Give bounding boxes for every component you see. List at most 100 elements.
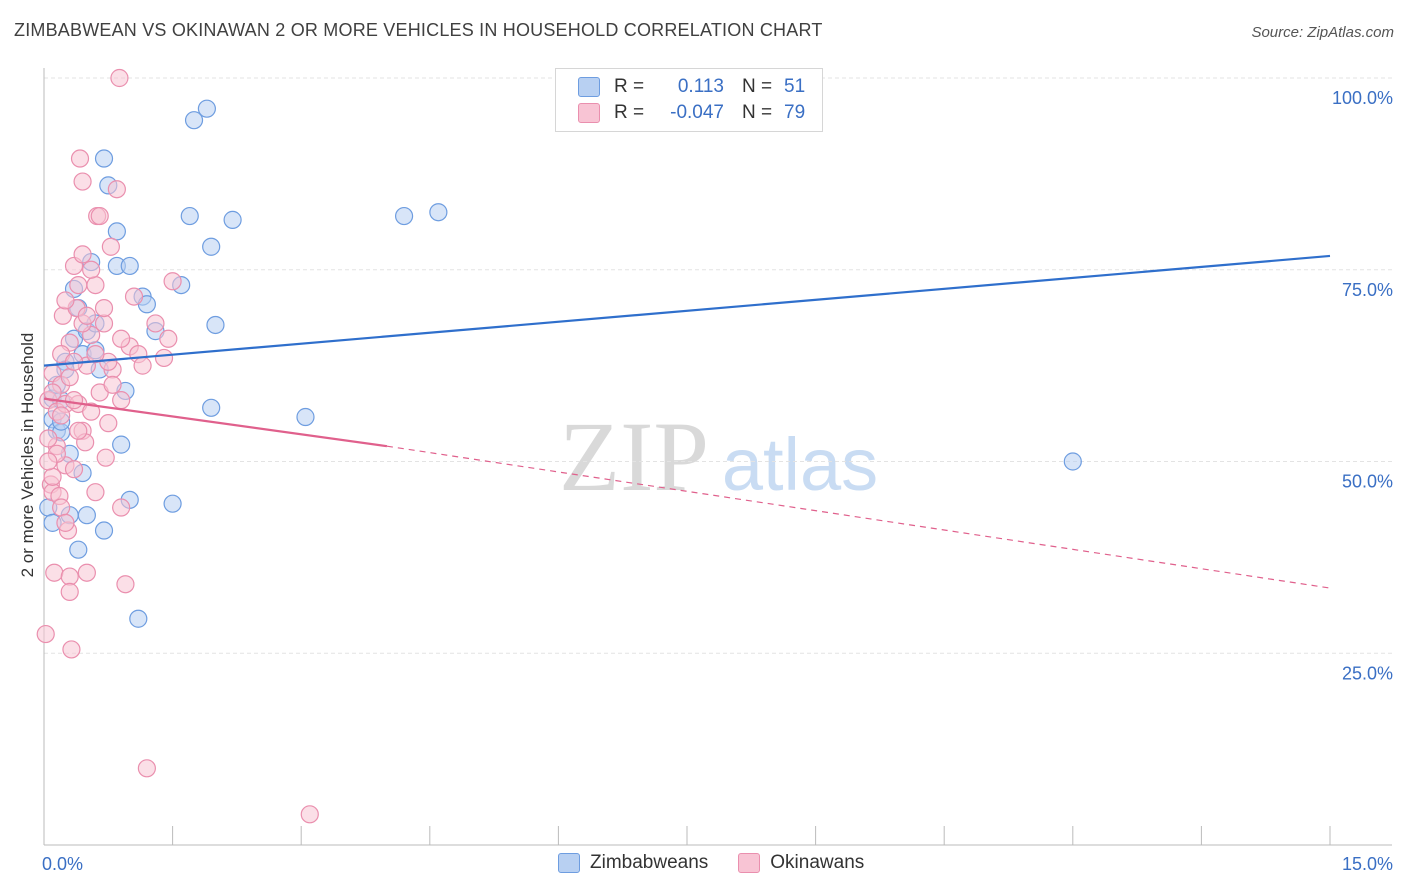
series-legend-okinawans[interactable]: Okinawans — [738, 852, 864, 874]
data-point — [94, 521, 114, 540]
data-point — [112, 391, 131, 410]
data-point — [52, 498, 71, 517]
x-tick-label: 0.0% — [42, 854, 83, 874]
data-point — [110, 68, 129, 88]
trend-line-okinawans-dashed — [386, 445, 1331, 589]
series-zimbabweans — [39, 99, 1082, 628]
data-point — [69, 275, 88, 295]
data-point — [107, 180, 126, 199]
data-point — [77, 506, 96, 525]
data-point — [96, 448, 115, 467]
watermark-zip: ZIP — [559, 401, 709, 512]
data-point — [60, 368, 79, 387]
data-point — [82, 402, 101, 421]
legend-n-label: N = — [742, 102, 773, 123]
data-point — [77, 306, 96, 325]
series-legend-zimbabweans[interactable]: Zimbabweans — [558, 852, 708, 874]
stats-legend: R = 0.113 N = 51 R = -0.047 N = 79 — [555, 68, 823, 132]
data-point — [82, 260, 101, 279]
data-point — [112, 498, 131, 517]
data-point — [146, 314, 165, 333]
series-label-okinawans: Okinawans — [770, 852, 865, 873]
data-point — [73, 245, 92, 264]
data-point — [86, 483, 105, 502]
data-point — [300, 805, 319, 824]
data-point — [52, 406, 71, 425]
x-tick-label: 15.0% — [1342, 854, 1393, 874]
data-point — [137, 759, 156, 778]
y-tick-label: 25.0% — [1342, 663, 1393, 683]
legend-n-value: 51 — [784, 76, 806, 97]
y-tick-label: 75.0% — [1342, 280, 1393, 300]
y-tick-label: 50.0% — [1342, 472, 1393, 492]
legend-n-value: 79 — [784, 102, 806, 123]
legend-row-zimbabweans: R = 0.113 N = 51 — [578, 74, 805, 100]
data-point — [184, 111, 204, 130]
data-point — [43, 467, 62, 486]
data-point — [120, 256, 139, 276]
data-point — [394, 206, 414, 226]
watermark-atlas: atlas — [722, 423, 878, 506]
data-point — [223, 210, 242, 229]
data-point — [180, 206, 199, 226]
legend-r-label: R = — [614, 102, 645, 123]
data-point — [43, 383, 62, 402]
data-point — [56, 513, 75, 532]
series-legend: Zimbabweans Okinawans — [558, 852, 894, 874]
data-point — [94, 314, 114, 333]
series-swatch-okinawans — [738, 853, 761, 873]
data-point — [163, 494, 182, 513]
data-point — [69, 540, 88, 559]
data-point — [103, 375, 122, 394]
data-point — [129, 609, 148, 628]
data-point — [133, 356, 152, 375]
data-point — [94, 149, 114, 168]
legend-row-okinawans: R = -0.047 N = 79 — [578, 100, 805, 126]
legend-r-value: 0.113 — [677, 76, 724, 97]
data-point — [159, 329, 178, 348]
data-point — [39, 429, 58, 448]
data-point — [112, 329, 131, 348]
data-point — [94, 299, 114, 318]
data-point — [112, 435, 131, 454]
data-point — [69, 421, 88, 440]
data-point — [64, 460, 84, 479]
data-point — [64, 391, 84, 410]
data-point — [62, 640, 81, 659]
data-point — [206, 315, 225, 335]
data-point — [163, 272, 182, 291]
data-point — [36, 624, 55, 644]
chart-title: ZIMBABWEAN VS OKINAWAN 2 OR MORE VEHICLE… — [14, 20, 823, 40]
data-point — [70, 149, 90, 168]
source-label: Source: ZipAtlas.com — [1251, 24, 1394, 41]
data-point — [202, 398, 221, 417]
data-point — [77, 563, 96, 582]
trend-line-zimbabweans — [43, 254, 1331, 367]
data-point — [45, 563, 64, 582]
data-point — [86, 345, 105, 364]
data-point — [86, 275, 105, 295]
series-label-zimbabweans: Zimbabweans — [590, 852, 709, 873]
series-swatch-zimbabweans — [558, 853, 580, 873]
series-okinawans — [36, 68, 319, 824]
legend-swatch-zimbabweans — [578, 77, 600, 97]
data-point — [60, 567, 79, 586]
legend-r-value: -0.047 — [670, 102, 724, 123]
data-point — [124, 287, 144, 306]
legend-n-label: N = — [742, 76, 773, 97]
data-point — [60, 582, 79, 601]
y-axis-label: 2 or more Vehicles in Household — [18, 333, 37, 578]
data-point — [197, 99, 216, 118]
data-point — [73, 172, 92, 191]
trend-line-okinawans — [43, 397, 388, 448]
data-point — [99, 414, 118, 433]
legend-r-label: R = — [614, 76, 645, 97]
data-point — [39, 452, 58, 471]
data-point — [56, 291, 75, 310]
data-point — [101, 237, 120, 256]
data-point — [296, 407, 315, 427]
data-point — [429, 203, 448, 222]
data-point — [90, 206, 109, 226]
y-tick-label: 100.0% — [1332, 88, 1393, 108]
